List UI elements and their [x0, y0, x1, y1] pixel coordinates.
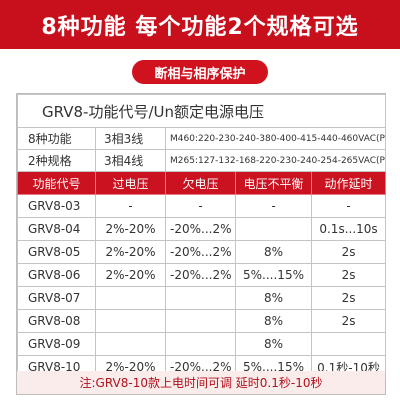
info-code: M265:127-132-168-220-230-240-254-265VAC(… — [164, 149, 387, 172]
table-row: GRV8-10 2%-20% -20%...2% 5%....15% 0.1秒-… — [17, 355, 387, 379]
section-pill: 断相与相序保护 — [132, 60, 268, 84]
info-label: 8种功能 — [17, 127, 96, 150]
table-cell: 2s — [310, 263, 387, 287]
table-cell: 2s — [310, 286, 387, 310]
table-cell: 2%-20% — [95, 240, 166, 264]
table-row: GRV8-08 8% 2s — [17, 309, 387, 333]
table-cell: 2%-20% — [95, 263, 166, 287]
table-row: GRV8-04 2%-20% -20%...2% 0.1s...10s — [17, 217, 387, 241]
spec-table: GRV8-功能代号/Un额定电源电压 8种功能 3相3线 M460:220-23… — [16, 94, 387, 379]
table-cell: GRV8-04 — [17, 217, 96, 241]
table-row: GRV8-09 8% — [17, 332, 387, 356]
table-cell — [165, 332, 236, 356]
table-cell — [95, 309, 166, 333]
table-cell — [235, 217, 312, 241]
table-cell: - — [95, 194, 166, 218]
info-row: 8种功能 3相3线 M460:220-230-240-380-400-415-4… — [17, 127, 387, 150]
table-cell: GRV8-05 — [17, 240, 96, 264]
table-cell: 2s — [310, 309, 387, 333]
spec-card: GRV8-功能代号/Un额定电源电压 8种功能 3相3线 M460:220-23… — [16, 93, 387, 395]
info-label: 2种规格 — [17, 149, 96, 172]
table-cell: GRV8-06 — [17, 263, 96, 287]
info-row: 2种规格 3相4线 M265:127-132-168-220-230-240-2… — [17, 149, 387, 172]
table-cell: -20%...2% — [165, 263, 236, 287]
table-cell: 8% — [235, 240, 312, 264]
column-header: 电压不平衡 — [235, 171, 312, 195]
column-header: 过电压 — [95, 171, 166, 195]
table-title: GRV8-功能代号/Un额定电源电压 — [16, 94, 387, 128]
column-header: 功能代号 — [17, 171, 96, 195]
info-code: M460:220-230-240-380-400-415-440-460VAC(… — [164, 127, 387, 150]
table-cell: GRV8-08 — [17, 309, 96, 333]
table-cell: 8% — [235, 286, 312, 310]
table-row: GRV8-05 2%-20% -20%...2% 8% 2s — [17, 240, 387, 264]
table-row: GRV8-06 2%-20% -20%...2% 5%....15% 2s — [17, 263, 387, 287]
table-cell: 2%-20% — [95, 217, 166, 241]
subtitle-area: 断相与相序保护 — [0, 49, 400, 94]
table-cell: - — [310, 194, 387, 218]
footnote: 注:GRV8-10款上电时间可调 延时0.1秒-10秒 — [17, 371, 385, 394]
table-cell: GRV8-07 — [17, 286, 96, 310]
section-pill-label: 断相与相序保护 — [154, 66, 246, 82]
table-title-row: GRV8-功能代号/Un额定电源电压 — [16, 94, 387, 128]
table-cell: GRV8-09 — [17, 332, 96, 356]
table-cell: - — [165, 194, 236, 218]
table-cell: 5%....15% — [235, 263, 312, 287]
column-header: 动作延时 — [310, 171, 387, 195]
banner: 8种功能 每个功能2个规格可选 — [0, 0, 400, 49]
table-cell — [165, 309, 236, 333]
banner-title: 8种功能 每个功能2个规格可选 — [41, 14, 359, 40]
table-cell: -20%...2% — [165, 217, 236, 241]
table-cell — [310, 332, 387, 356]
info-value: 3相4线 — [95, 149, 166, 172]
table-cell — [165, 286, 236, 310]
table-header-row: 功能代号 过电压 欠电压 电压不平衡 动作延时 — [17, 171, 387, 195]
table-cell: - — [235, 194, 312, 218]
table-cell: 8% — [235, 309, 312, 333]
table-row: GRV8-07 8% 2s — [17, 286, 387, 310]
table-cell: GRV8-03 — [17, 194, 96, 218]
footnote-text: 注:GRV8-10款上电时间可调 延时0.1秒-10秒 — [79, 376, 323, 390]
table-cell — [95, 332, 166, 356]
table-cell: 0.1s...10s — [310, 217, 387, 241]
info-value: 3相3线 — [95, 127, 166, 150]
table-cell: 8% — [235, 332, 312, 356]
table-cell: 2s — [310, 240, 387, 264]
table-row: GRV8-03 - - - - — [17, 194, 387, 218]
table-cell — [95, 286, 166, 310]
column-header: 欠电压 — [165, 171, 236, 195]
table-cell: -20%...2% — [165, 240, 236, 264]
